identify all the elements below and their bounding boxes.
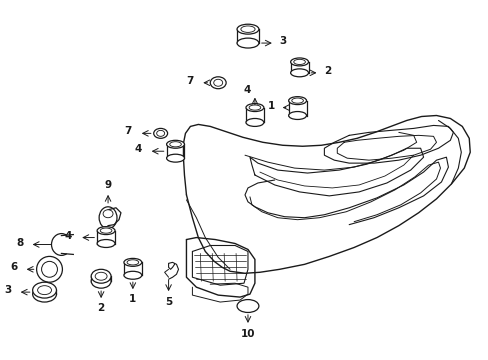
Ellipse shape xyxy=(290,58,308,66)
Text: 2: 2 xyxy=(97,303,104,313)
Ellipse shape xyxy=(95,272,107,280)
Text: 1: 1 xyxy=(267,100,274,111)
Text: 3: 3 xyxy=(4,285,12,295)
Ellipse shape xyxy=(245,118,264,126)
Ellipse shape xyxy=(237,38,258,48)
Ellipse shape xyxy=(91,274,111,288)
Ellipse shape xyxy=(99,207,117,229)
Ellipse shape xyxy=(293,59,305,64)
Text: 8: 8 xyxy=(17,238,24,248)
Ellipse shape xyxy=(156,130,164,136)
Ellipse shape xyxy=(127,260,139,265)
Ellipse shape xyxy=(290,69,308,77)
Ellipse shape xyxy=(291,98,303,103)
Ellipse shape xyxy=(213,79,222,86)
Text: 4: 4 xyxy=(65,230,72,240)
Text: 3: 3 xyxy=(279,36,286,46)
Ellipse shape xyxy=(91,269,111,283)
Ellipse shape xyxy=(123,271,142,279)
Text: 7: 7 xyxy=(185,76,193,86)
Ellipse shape xyxy=(210,77,225,89)
Ellipse shape xyxy=(100,228,112,233)
Ellipse shape xyxy=(123,258,142,266)
Text: 9: 9 xyxy=(104,180,111,190)
Ellipse shape xyxy=(153,129,167,138)
Ellipse shape xyxy=(237,24,258,34)
Ellipse shape xyxy=(288,112,306,120)
Text: 6: 6 xyxy=(10,262,18,272)
Ellipse shape xyxy=(38,286,51,294)
Ellipse shape xyxy=(166,140,184,148)
Text: 4: 4 xyxy=(243,85,250,95)
Ellipse shape xyxy=(241,26,255,32)
Ellipse shape xyxy=(237,300,258,312)
Ellipse shape xyxy=(103,210,113,218)
Ellipse shape xyxy=(248,105,260,110)
Ellipse shape xyxy=(166,154,184,162)
Text: 2: 2 xyxy=(324,66,331,76)
Text: 5: 5 xyxy=(164,297,172,307)
Ellipse shape xyxy=(33,282,56,298)
Ellipse shape xyxy=(97,227,115,235)
Ellipse shape xyxy=(245,104,264,112)
Ellipse shape xyxy=(169,142,181,147)
Text: 10: 10 xyxy=(240,329,255,339)
Circle shape xyxy=(37,256,62,282)
Ellipse shape xyxy=(33,286,56,302)
Text: 4: 4 xyxy=(134,144,142,154)
Text: 7: 7 xyxy=(124,126,132,136)
Ellipse shape xyxy=(97,239,115,247)
Ellipse shape xyxy=(288,96,306,105)
Circle shape xyxy=(41,261,57,277)
Text: 1: 1 xyxy=(129,294,136,304)
